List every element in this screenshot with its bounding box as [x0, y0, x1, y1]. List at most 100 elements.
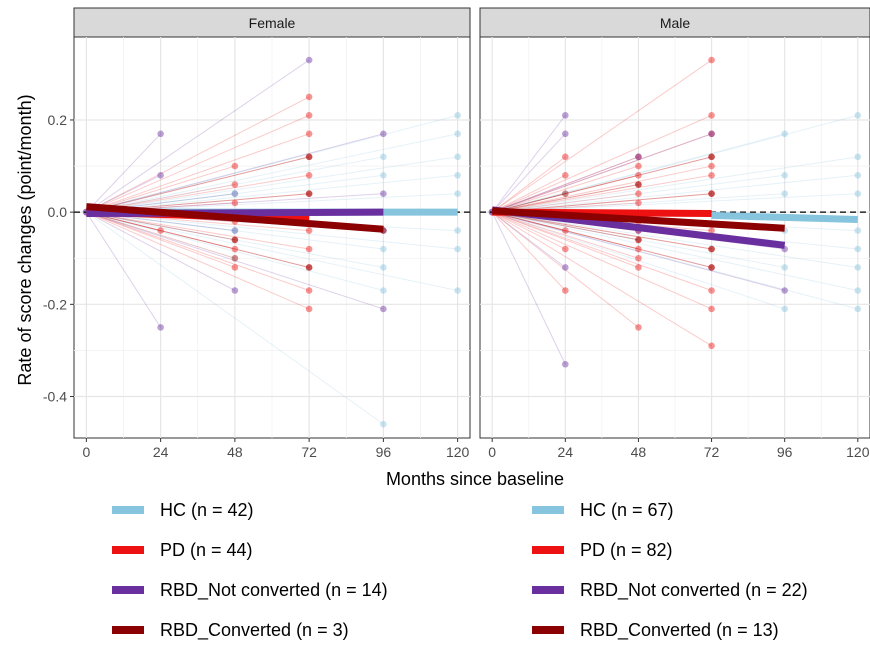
- individual-trajectory: [86, 211, 458, 291]
- data-point: [380, 264, 387, 271]
- individual-trajectory: [86, 133, 458, 213]
- individual-trajectory: [86, 211, 458, 250]
- x-tick-label: 0: [488, 444, 496, 460]
- fitted-line-rbd-converted: [86, 203, 384, 233]
- data-point: [854, 190, 862, 198]
- legend-label: RBD_Not converted (n = 14): [160, 580, 388, 601]
- fitted-line-hc: [711, 211, 858, 224]
- data-point: [635, 181, 642, 188]
- data-point: [708, 287, 715, 294]
- individual-trajectory: [491, 114, 712, 213]
- legend-label: HC (n = 42): [160, 500, 254, 520]
- x-tick-label: 48: [631, 444, 647, 460]
- data-point: [562, 190, 569, 198]
- fitted-line-rbd-converted: [491, 207, 785, 232]
- facet-strip: [73, 7, 471, 38]
- data-point: [635, 324, 642, 331]
- data-point: [708, 130, 715, 138]
- data-point: [305, 227, 313, 234]
- individual-trajectory: [492, 156, 858, 213]
- data-point: [708, 245, 715, 253]
- data-point: [305, 264, 313, 271]
- data-point: [231, 245, 239, 253]
- data-point: [231, 199, 239, 207]
- data-point: [854, 264, 862, 271]
- data-point: [454, 171, 461, 179]
- data-point: [562, 264, 569, 271]
- data-point: [708, 264, 715, 271]
- data-point: [305, 287, 313, 294]
- data-point: [708, 245, 715, 253]
- data-point: [231, 227, 239, 234]
- individual-trajectory: [86, 211, 310, 268]
- data-point: [231, 287, 239, 294]
- data-point: [305, 130, 313, 138]
- individual-trajectory: [492, 156, 639, 213]
- data-point: [635, 171, 642, 179]
- legend-swatch: [112, 626, 144, 634]
- individual-trajectory: [492, 211, 712, 268]
- panel-female: Female 0 24 48 72 96 120 0.2 0.0 -0.2 -0.4 HC (n = …: [43, 7, 471, 641]
- data-point: [380, 420, 387, 428]
- data-point: [781, 264, 788, 271]
- data-point: [635, 245, 642, 253]
- y-tick-label: -0.4: [43, 389, 67, 405]
- individual-trajectory: [86, 165, 236, 213]
- individual-trajectory: [492, 211, 712, 268]
- individual-trajectory: [86, 211, 310, 268]
- panel-male: Male 0 24 48 72 96 120 HC (n = 67) PD (n = 82) RB…: [479, 7, 870, 641]
- data-point: [305, 171, 313, 179]
- data-point: [380, 171, 387, 179]
- legend-label: RBD_Converted (n = 13): [580, 620, 779, 641]
- data-point: [454, 190, 461, 198]
- individual-trajectory: [492, 174, 785, 213]
- individual-trajectory: [86, 174, 458, 213]
- individual-trajectory: [492, 211, 785, 291]
- legend-swatch: [532, 506, 564, 514]
- individual-trajectory: [86, 59, 310, 213]
- individual-trajectory: [86, 211, 384, 425]
- individual-trajectory: [492, 133, 785, 213]
- data-point: [708, 305, 715, 313]
- data-point: [380, 153, 387, 161]
- legend-label: PD (n = 44): [160, 540, 253, 560]
- individual-trajectory: [86, 156, 384, 213]
- x-tick-label: 120: [846, 444, 870, 460]
- individual-trajectory: [492, 211, 785, 268]
- data-point: [854, 287, 862, 294]
- facet-strip: [479, 7, 870, 38]
- data-point: [854, 245, 862, 253]
- y-tick-label: 0.2: [48, 112, 68, 128]
- x-tick-label: 96: [777, 444, 793, 460]
- data-point: [635, 264, 642, 271]
- individual-trajectory: [86, 156, 310, 213]
- x-tick-label: 72: [301, 444, 317, 460]
- data-point: [635, 181, 642, 188]
- data-point: [157, 227, 164, 234]
- data-point: [635, 236, 642, 244]
- data-point: [231, 190, 239, 198]
- individual-trajectory: [492, 211, 639, 259]
- data-point: [454, 227, 461, 234]
- individual-trajectory: [491, 59, 712, 213]
- y-axis-title: Rate of score changes (point/month): [15, 94, 35, 385]
- facet-strip-label: Female: [249, 15, 296, 31]
- data-point: [781, 130, 788, 138]
- data-point: [708, 153, 715, 161]
- data-point: [380, 305, 387, 313]
- individual-trajectory: [86, 114, 310, 213]
- individual-trajectory: [492, 211, 712, 250]
- data-point: [157, 171, 164, 179]
- data-point: [635, 254, 642, 262]
- individual-trajectory: [86, 211, 310, 291]
- data-point: [305, 305, 313, 313]
- data-point: [305, 56, 313, 64]
- data-point: [708, 162, 715, 170]
- legend-label: RBD_Converted (n = 3): [160, 620, 349, 641]
- legend-female: HC (n = 42) PD (n = 44) RBD_Not converted …: [112, 500, 388, 641]
- data-point: [231, 264, 239, 271]
- legend-male: HC (n = 67) PD (n = 82) RBD_Not converted …: [532, 500, 808, 641]
- individual-trajectory: [86, 211, 310, 250]
- individual-trajectory: [86, 96, 310, 213]
